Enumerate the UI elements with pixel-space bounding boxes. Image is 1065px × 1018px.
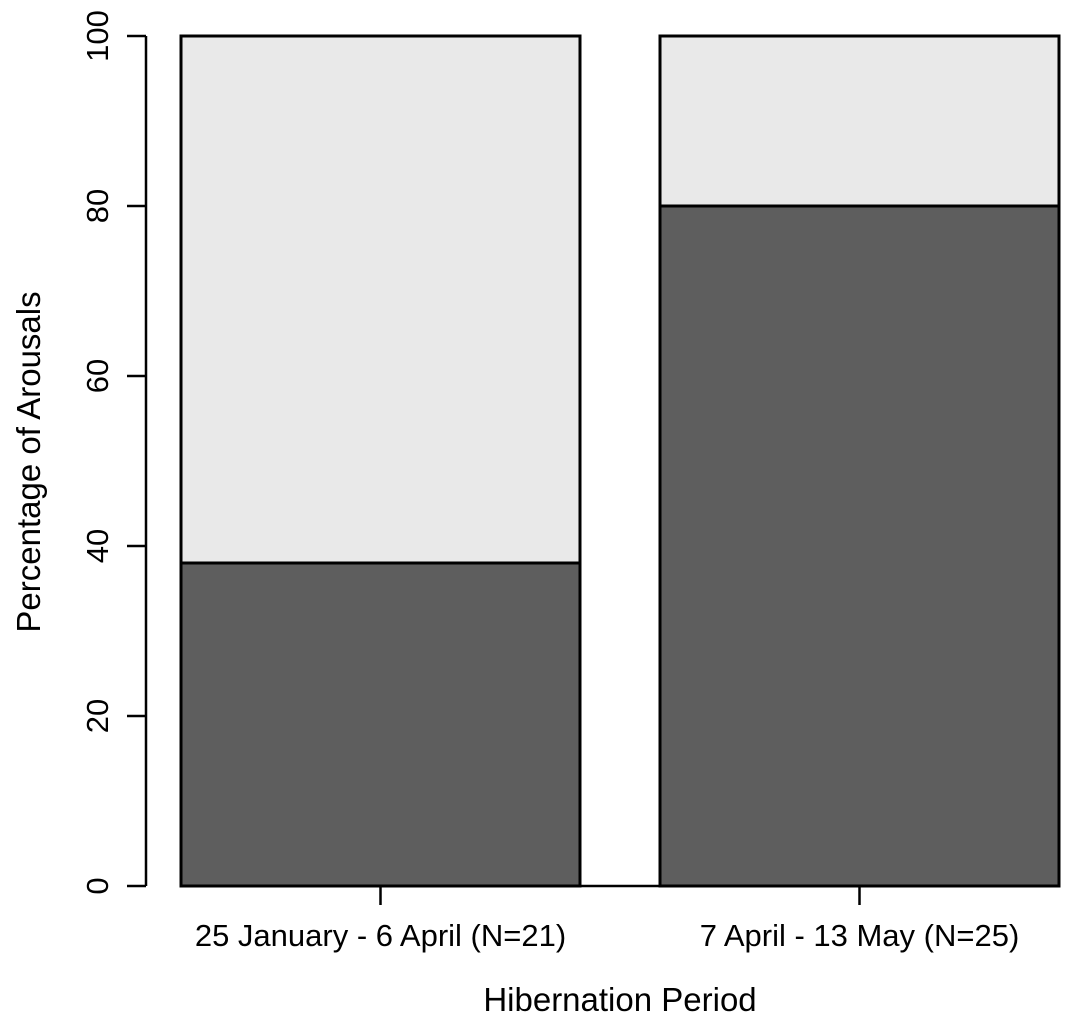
bars [179,34,1061,888]
x-tick-label: 25 January - 6 April (N=21) [195,918,566,953]
y-tick-label: 40 [80,529,115,563]
bar-segment-2-1 [658,204,1061,888]
y-axis-title: Percentage of Arousals [10,291,47,632]
y-tick-label: 100 [80,10,115,62]
y-axis: 0 20 40 60 80 100 [80,10,148,895]
y-tick-label: 20 [80,699,115,733]
x-tick-label: 7 April - 13 May (N=25) [700,918,1020,953]
y-ticks: 0 20 40 60 80 100 [80,10,146,895]
y-tick-label: 60 [80,359,115,393]
y-tick-label: 0 [80,877,115,894]
bar-segment-2-2 [658,34,1061,208]
x-ticks: 25 January - 6 April (N=21) 7 April - 13 … [195,886,1019,953]
y-tick-label: 80 [80,189,115,223]
bar-segment-1-2 [179,34,582,565]
x-axis-title: Hibernation Period [483,981,756,1018]
x-axis: 25 January - 6 April (N=21) 7 April - 13 … [195,884,1019,953]
bar-segment-1-1 [179,561,582,888]
